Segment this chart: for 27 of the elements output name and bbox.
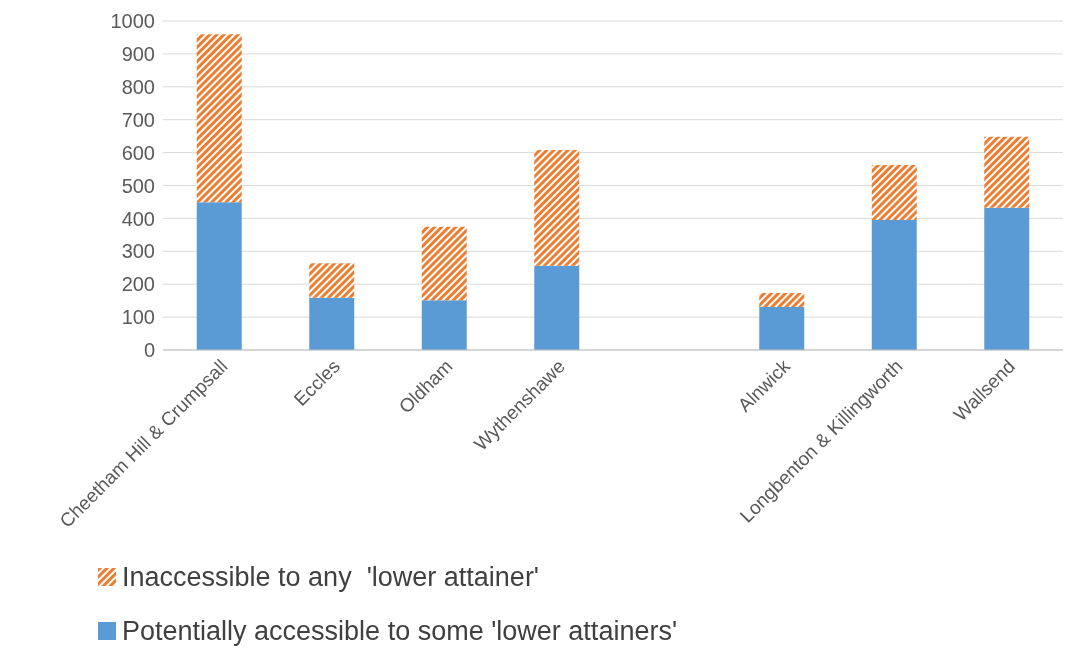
bar (759, 293, 805, 307)
bar (759, 306, 805, 350)
y-tick-label: 200 (121, 273, 155, 296)
bar (871, 220, 917, 350)
bar (421, 300, 467, 350)
legend-label: Inaccessible to any 'lower attainer' (122, 561, 540, 593)
y-tick-label: 600 (121, 141, 155, 164)
bar (309, 263, 355, 298)
bar (984, 207, 1030, 350)
bar (309, 297, 355, 350)
y-tick-label: 100 (121, 306, 155, 329)
bar (196, 34, 242, 203)
y-tick-label: 700 (121, 108, 155, 131)
y-tick-label: 900 (121, 43, 155, 65)
bar (534, 149, 580, 266)
legend-label: Potentially accessible to some 'lower attainers' (122, 615, 678, 647)
bar (984, 136, 1030, 208)
y-tick-label: 300 (121, 240, 155, 263)
y-tick-label: 0 (143, 339, 155, 362)
y-tick-label: 1000 (110, 10, 155, 33)
bar (421, 226, 467, 301)
y-tick-label: 500 (121, 174, 155, 197)
bar (196, 202, 242, 350)
y-tick-label: 400 (121, 207, 155, 230)
bar (871, 165, 917, 221)
bar (534, 265, 580, 350)
y-tick-label: 800 (121, 75, 155, 98)
